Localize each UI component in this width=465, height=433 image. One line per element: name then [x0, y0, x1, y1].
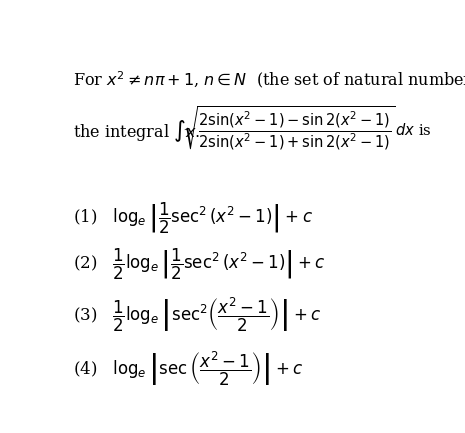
- Text: (4)   $\log_e \left|\sec\left(\dfrac{x^2-1}{2}\right)\right|+c$: (4) $\log_e \left|\sec\left(\dfrac{x^2-1…: [73, 349, 303, 388]
- Text: (3)   $\dfrac{1}{2}\log_e \left|\sec^2\!\left(\dfrac{x^2-1}{2}\right)\right|+c$: (3) $\dfrac{1}{2}\log_e \left|\sec^2\!\l…: [73, 296, 321, 334]
- Text: For $x^2 \neq n\pi+1$, $n\in N$  (the set of natural numbers),: For $x^2 \neq n\pi+1$, $n\in N$ (the set…: [73, 68, 465, 90]
- Text: (1)   $\log_e \left|\dfrac{1}{2}\sec^2(x^2-1)\right|+c$: (1) $\log_e \left|\dfrac{1}{2}\sec^2(x^2…: [73, 200, 312, 236]
- Text: the integral $\int x.\,$: the integral $\int x.\,$: [73, 119, 199, 144]
- Text: (2)   $\dfrac{1}{2}\log_e \left|\dfrac{1}{2}\sec^2(x^2-1)\right|+c$: (2) $\dfrac{1}{2}\log_e \left|\dfrac{1}{…: [73, 247, 325, 282]
- Text: $\sqrt{\dfrac{2\sin(x^2-1)-\sin 2(x^2-1)}{2\sin(x^2-1)+\sin 2(x^2-1)}}\,dx$ is: $\sqrt{\dfrac{2\sin(x^2-1)-\sin 2(x^2-1)…: [182, 103, 432, 152]
